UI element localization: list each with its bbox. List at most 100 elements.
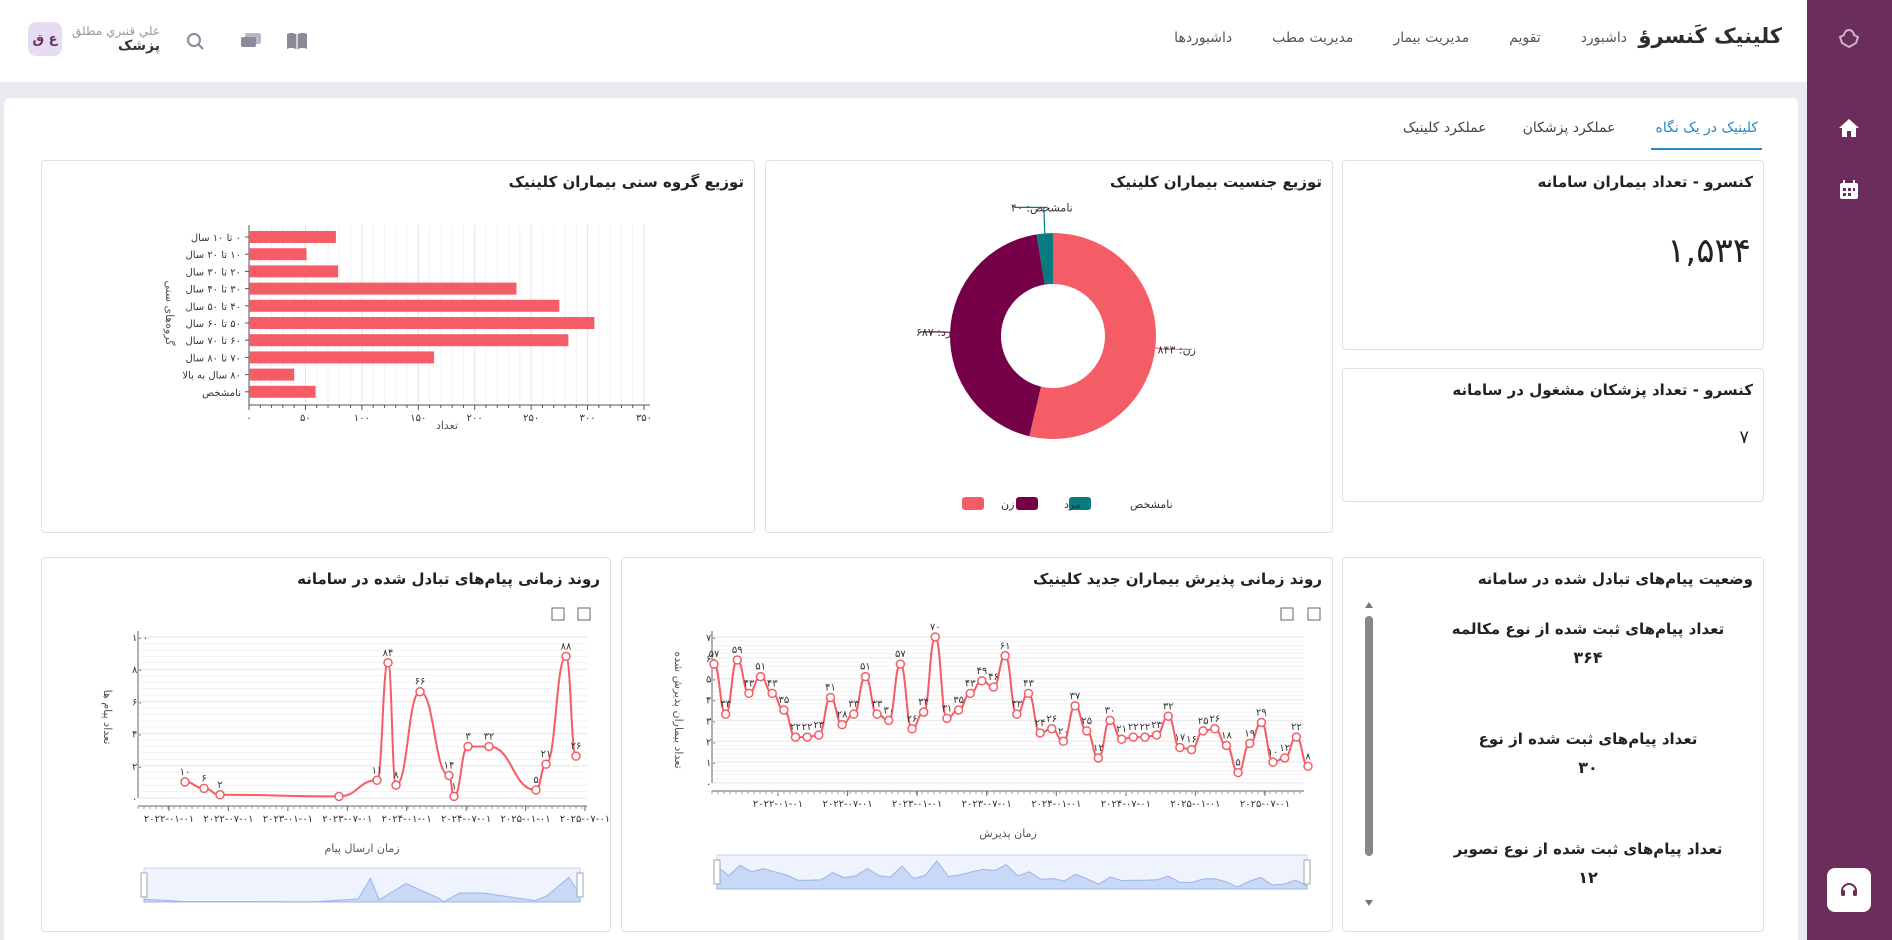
restore-icon [1280, 607, 1294, 621]
kpi-doctors-card: کنسرو - تعداد پزشکان مشغول در سامانه ۷ [1342, 368, 1764, 502]
kpi-doctors-title: کنسرو - تعداد پزشکان مشغول در سامانه [1452, 381, 1753, 399]
admission-data-label: ۴۹ [977, 666, 988, 677]
message-count-conversation-value: ۳۶۴ [1573, 648, 1603, 667]
admission-x-tick-label: ۲۰۲۲-۰۱-۰۱ [753, 799, 803, 810]
scroll-down-icon[interactable] [1365, 900, 1373, 908]
messages-y-tick-label: ۶۰ [132, 697, 143, 708]
admission-data-point [965, 688, 975, 699]
main-content: کلینیک در یک نگاه عملکرد پزشکان عملکرد ک… [4, 98, 1798, 940]
gender-slice-leader [1155, 347, 1192, 350]
messages-scrollbar[interactable] [1365, 602, 1373, 908]
admission-data-point [883, 715, 894, 726]
user-role: پزشک [117, 38, 161, 54]
tab-doctors-performance[interactable]: عملکرد پزشکان [1522, 120, 1616, 136]
admission-data-label: ۲۵ [1081, 716, 1092, 727]
top-nav: داشبورد تقویم مدیریت بیمار مدیریت مطب دا… [1174, 30, 1627, 46]
nav-office-management[interactable]: مدیریت مطب [1272, 30, 1354, 46]
messages-data-point [334, 791, 344, 802]
admission-data-label: ۳۳ [720, 699, 731, 710]
messages-data-label: ۲۶ [571, 741, 582, 752]
gender-slice-label: مرد: ۶۸۷ [916, 326, 958, 339]
nav-patient-management[interactable]: مدیریت بیمار [1393, 30, 1470, 46]
user-menu[interactable]: علي قنبري مطلق پزشک ع ق [28, 22, 160, 56]
admission-data-label: ۲۲ [802, 722, 813, 733]
admission-data-label: ۴۳ [767, 678, 778, 689]
age-category-label: ۸۰ سال به بالا [182, 371, 241, 382]
tab-bar: کلینیک در یک نگاه عملکرد پزشکان عملکرد ک… [1403, 120, 1762, 150]
admission-data-label: ۱۷ [1175, 733, 1186, 744]
admission-data-label: ۳۵ [953, 695, 964, 706]
nav-dashboard[interactable]: داشبورد [1580, 30, 1627, 46]
admission-x-tick-label: ۲۰۲۵-۰۱-۰۱ [1170, 799, 1220, 810]
admission-data-point [872, 709, 882, 719]
admission-data-point [1105, 715, 1115, 726]
scroll-thumb[interactable] [1365, 616, 1373, 856]
admission-data-point [988, 682, 999, 692]
admission-data-point [1093, 753, 1104, 763]
top-bar: کلینیک کَنسرؤ داشبورد تقویم مدیریت بیمار… [0, 0, 1807, 82]
gender-slice-label: نامشخص: ۴۰ [1011, 201, 1073, 214]
admission-x-tick-label: ۲۰۲۴-۰۷-۰۱ [1101, 799, 1151, 810]
admission-data-point [1023, 688, 1034, 699]
age-x-tick-label: ۲۰۰ [467, 413, 483, 424]
age-chart-card: توزیع گروه سنی بیماران کلینیک ۰ تا ۱۰ سا… [41, 160, 755, 533]
admission-y-tick-label: ۵۰ [706, 675, 717, 686]
user-name: علي قنبري مطلق [72, 24, 161, 38]
messages-data-label: ۲۱ [541, 749, 552, 760]
nav-calendar[interactable]: تقویم [1509, 30, 1541, 46]
admission-data-label: ۳۳ [872, 699, 883, 710]
messages-data-label: ۸۸ [561, 641, 572, 652]
messages-x-tick-label: ۲۰۲۳-۰۷-۰۱ [322, 814, 372, 825]
admission-x-tick-label: ۲۰۲۵-۰۷-۰۱ [1240, 799, 1290, 810]
nav-dashboards[interactable]: داشبوردها [1174, 30, 1233, 46]
gender-slice [1036, 233, 1053, 285]
messages-data-label: ۱۰ [180, 767, 191, 778]
age-chart-title: توزیع گروه سنی بیماران کلینیک [508, 173, 744, 191]
tab-clinic-performance[interactable]: عملکرد کلینیک [1402, 120, 1487, 136]
kpi-patients-title: کنسرو - تعداد بیماران سامانه [1537, 173, 1753, 191]
admission-data-point [1303, 761, 1313, 772]
message-count-conversation: تعداد پیام‌های ثبت شده از نوع مکالمه ۳۶۴ [1413, 620, 1763, 667]
scroll-up-icon[interactable] [1365, 600, 1373, 608]
messages-x-tick-label: ۲۰۲۴-۰۷-۰۱ [441, 814, 491, 825]
admission-data-point [802, 732, 812, 742]
tab-clinic-overview[interactable]: کلینیک در یک نگاه [1651, 120, 1762, 150]
admission-data-point [895, 659, 906, 669]
messages-zoom-handle-right [576, 872, 584, 898]
admission-data-point [790, 732, 801, 742]
search-icon[interactable] [182, 28, 208, 54]
home-icon[interactable] [1829, 108, 1869, 148]
admission-data-label: ۳۳ [848, 699, 859, 710]
avatar[interactable]: ع ق [28, 22, 62, 56]
age-bar [249, 317, 595, 329]
gender-legend-swatch [1016, 497, 1038, 510]
admission-data-point [767, 688, 777, 699]
age-bar [249, 282, 517, 295]
admission-data-label: ۳۷ [1070, 691, 1081, 702]
age-category-label: ۷۰ تا ۸۰ سال [185, 353, 241, 364]
admission-data-label: ۲۴ [1035, 718, 1046, 729]
admission-data-point [825, 692, 836, 703]
admission-zoom-handle-right [1303, 859, 1311, 885]
admission-data-label: ۳۰ [883, 705, 894, 716]
admission-x-tick-label: ۲۰۲۴-۰۱-۰۱ [1031, 799, 1081, 810]
admission-y-axis-label: تعداد بیماران پذیرش شده [672, 651, 685, 768]
age-category-label: ۰ تا ۱۰ سال [191, 233, 241, 244]
age-x-tick-label: ۱۵۰ [410, 413, 426, 424]
admission-data-label: ۵۱ [860, 662, 871, 673]
admission-data-label: ۳۲ [1163, 701, 1174, 712]
clinic-logo-icon[interactable] [1829, 20, 1869, 60]
messages-x-tick-label: ۲۰۲۵-۰۱-۰۱ [500, 814, 550, 825]
messages-x-tick-label: ۲۰۲۳-۰۱-۰۱ [263, 814, 313, 825]
messages-data-point [463, 741, 473, 752]
messages-data-point [199, 783, 209, 794]
chat-icon[interactable] [238, 28, 264, 54]
headset-icon[interactable] [1827, 868, 1871, 912]
messages-data-label: ۸۴ [383, 648, 394, 659]
admission-data-point [930, 632, 941, 642]
admission-data-point [1128, 732, 1139, 742]
calendar-icon[interactable] [1829, 170, 1869, 210]
kpi-doctors-value: ۷ [1739, 427, 1749, 448]
book-icon[interactable] [284, 28, 310, 54]
messages-y-tick-label: ۸۰ [132, 665, 143, 676]
